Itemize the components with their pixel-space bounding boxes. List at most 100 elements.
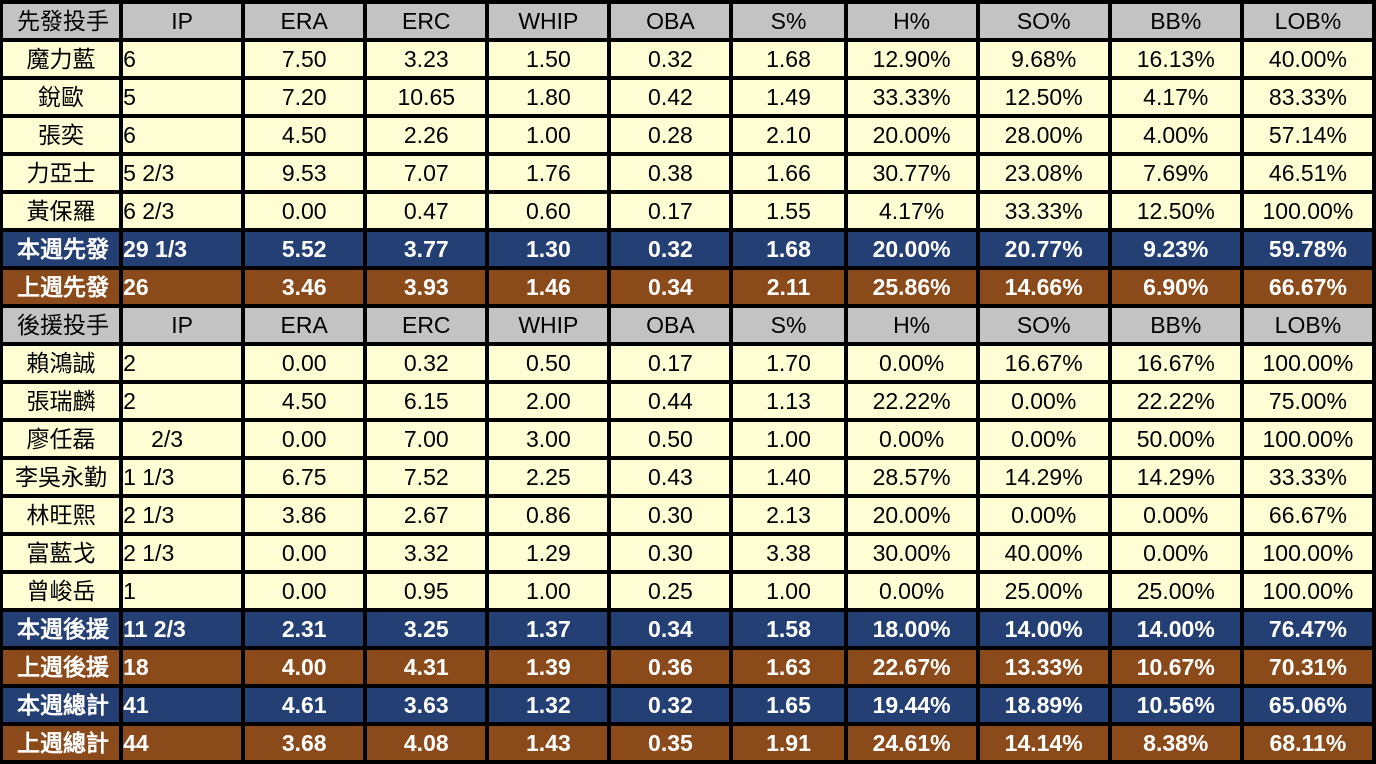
whip-cell: 1.32	[489, 688, 608, 722]
era-cell: 0.00	[245, 346, 364, 380]
h-pct-cell: 0.00%	[847, 422, 976, 456]
lob-pct-cell: 70.31%	[1243, 650, 1372, 684]
lob-pct-cell: 75.00%	[1243, 384, 1372, 418]
ip-cell: 1 1/3	[123, 460, 242, 494]
column-header-oba: OBA	[611, 4, 730, 38]
erc-cell: 0.47	[367, 194, 486, 228]
ip-cell: 2	[123, 384, 242, 418]
column-header-s-pct: S%	[733, 308, 844, 342]
lob-pct-cell: 65.06%	[1243, 688, 1372, 722]
whip-cell: 2.00	[489, 384, 608, 418]
h-pct-cell: 24.61%	[847, 726, 976, 760]
bb-pct-cell: 0.00%	[1111, 536, 1240, 570]
so-pct-cell: 16.67%	[979, 346, 1108, 380]
whip-cell: 1.37	[489, 612, 608, 646]
pitcher-name: 魔力藍	[3, 42, 120, 76]
oba-cell: 0.50	[611, 422, 730, 456]
lob-pct-cell: 100.00%	[1243, 574, 1372, 608]
reliever-row: 張瑞麟 2 4.50 6.15 2.00 0.44 1.13 22.22% 0.…	[3, 384, 1372, 418]
bb-pct-cell: 7.69%	[1111, 156, 1240, 190]
era-cell: 3.86	[245, 498, 364, 532]
era-cell: 7.50	[245, 42, 364, 76]
bb-pct-cell: 6.90%	[1111, 270, 1240, 304]
h-pct-cell: 30.77%	[847, 156, 976, 190]
s-pct-cell: 2.10	[733, 118, 844, 152]
bb-pct-cell: 9.23%	[1111, 232, 1240, 266]
column-header-erc: ERC	[367, 4, 486, 38]
s-pct-cell: 1.63	[733, 650, 844, 684]
oba-cell: 0.35	[611, 726, 730, 760]
s-pct-cell: 2.13	[733, 498, 844, 532]
so-pct-cell: 18.89%	[979, 688, 1108, 722]
h-pct-cell: 22.22%	[847, 384, 976, 418]
starters-header-label: 先發投手	[3, 4, 120, 38]
ip-cell: 6 2/3	[123, 194, 242, 228]
erc-cell: 6.15	[367, 384, 486, 418]
column-header-bb-pct: BB%	[1111, 4, 1240, 38]
whip-cell: 1.43	[489, 726, 608, 760]
h-pct-cell: 25.86%	[847, 270, 976, 304]
oba-cell: 0.34	[611, 612, 730, 646]
bb-pct-cell: 12.50%	[1111, 194, 1240, 228]
bb-pct-cell: 8.38%	[1111, 726, 1240, 760]
oba-cell: 0.34	[611, 270, 730, 304]
whip-cell: 1.30	[489, 232, 608, 266]
era-cell: 6.75	[245, 460, 364, 494]
oba-cell: 0.32	[611, 232, 730, 266]
oba-cell: 0.30	[611, 536, 730, 570]
whip-cell: 1.00	[489, 118, 608, 152]
erc-cell: 0.32	[367, 346, 486, 380]
ip-cell: 6	[123, 118, 242, 152]
oba-cell: 0.43	[611, 460, 730, 494]
oba-cell: 0.42	[611, 80, 730, 114]
relievers-this-week-row: 本週後援 11 2/3 2.31 3.25 1.37 0.34 1.58 18.…	[3, 612, 1372, 646]
summary-label: 本週總計	[3, 688, 120, 722]
relievers-last-week-row: 上週後援 18 4.00 4.31 1.39 0.36 1.63 22.67% …	[3, 650, 1372, 684]
column-header-bb-pct: BB%	[1111, 308, 1240, 342]
era-cell: 0.00	[245, 194, 364, 228]
column-header-so-pct: SO%	[979, 4, 1108, 38]
h-pct-cell: 30.00%	[847, 536, 976, 570]
erc-cell: 4.31	[367, 650, 486, 684]
whip-cell: 3.00	[489, 422, 608, 456]
whip-cell: 1.76	[489, 156, 608, 190]
so-pct-cell: 14.00%	[979, 612, 1108, 646]
starter-row: 力亞士 5 2/3 9.53 7.07 1.76 0.38 1.66 30.77…	[3, 156, 1372, 190]
ip-cell: 5 2/3	[123, 156, 242, 190]
s-pct-cell: 1.00	[733, 422, 844, 456]
era-cell: 4.61	[245, 688, 364, 722]
era-cell: 4.00	[245, 650, 364, 684]
so-pct-cell: 0.00%	[979, 498, 1108, 532]
h-pct-cell: 0.00%	[847, 574, 976, 608]
erc-cell: 2.26	[367, 118, 486, 152]
oba-cell: 0.38	[611, 156, 730, 190]
ip-cell: 2/3	[123, 422, 242, 456]
column-header-lob-pct: LOB%	[1243, 308, 1372, 342]
column-header-so-pct: SO%	[979, 308, 1108, 342]
whip-cell: 2.25	[489, 460, 608, 494]
starter-row: 魔力藍 6 7.50 3.23 1.50 0.32 1.68 12.90% 9.…	[3, 42, 1372, 76]
erc-cell: 3.32	[367, 536, 486, 570]
ip-cell: 41	[123, 688, 242, 722]
ip-cell: 1	[123, 574, 242, 608]
bb-pct-cell: 22.22%	[1111, 384, 1240, 418]
column-header-era: ERA	[245, 4, 364, 38]
s-pct-cell: 1.58	[733, 612, 844, 646]
pitcher-name: 林旺熙	[3, 498, 120, 532]
erc-cell: 7.52	[367, 460, 486, 494]
bb-pct-cell: 4.00%	[1111, 118, 1240, 152]
oba-cell: 0.17	[611, 346, 730, 380]
column-header-era: ERA	[245, 308, 364, 342]
s-pct-cell: 1.00	[733, 574, 844, 608]
so-pct-cell: 0.00%	[979, 422, 1108, 456]
so-pct-cell: 14.66%	[979, 270, 1108, 304]
so-pct-cell: 14.14%	[979, 726, 1108, 760]
bb-pct-cell: 16.13%	[1111, 42, 1240, 76]
lob-pct-cell: 66.67%	[1243, 270, 1372, 304]
column-header-whip: WHIP	[489, 308, 608, 342]
era-cell: 3.46	[245, 270, 364, 304]
summary-label: 上週後援	[3, 650, 120, 684]
pitcher-name: 廖任磊	[3, 422, 120, 456]
so-pct-cell: 23.08%	[979, 156, 1108, 190]
so-pct-cell: 13.33%	[979, 650, 1108, 684]
